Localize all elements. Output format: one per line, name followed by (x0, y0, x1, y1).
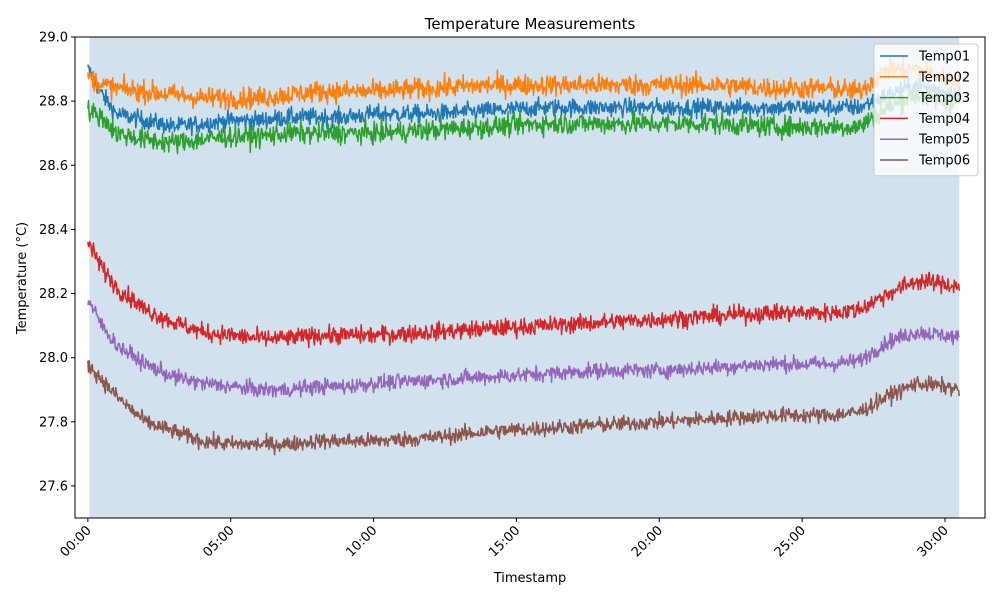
y-tick-label: 28.4 (39, 223, 68, 238)
series-line-temp05 (87, 300, 960, 398)
y-tick-label: 28.2 (39, 287, 68, 302)
x-tick-label: 25:00 (772, 523, 809, 560)
legend-label: Temp03 (918, 91, 970, 106)
y-tick-label: 28.8 (39, 95, 68, 110)
x-tick-label: 00:00 (58, 523, 95, 560)
y-axis: 27.6 27.8 28.0 28.2 28.4 28.6 28.8 29.0 (39, 31, 75, 494)
legend: Temp01 Temp02 Temp03 Temp04 Temp05 Temp06 (873, 43, 979, 177)
legend-label: Temp04 (918, 112, 970, 127)
legend-label: Temp06 (918, 154, 970, 169)
x-axis-label: Timestamp (493, 571, 567, 586)
legend-label: Temp01 (918, 50, 970, 65)
legend-label: Temp02 (918, 70, 970, 85)
y-tick-label: 29.0 (39, 31, 68, 46)
x-tick-label: 10:00 (343, 523, 380, 560)
x-tick-label: 20:00 (629, 523, 666, 560)
x-tick-label: 30:00 (915, 523, 952, 560)
plot-frame (74, 36, 986, 519)
y-axis-label: Temperature (°C) (15, 222, 30, 335)
series-line-temp03 (87, 84, 961, 155)
y-tick-label: 28.0 (39, 351, 68, 366)
y-tick-label: 27.6 (39, 479, 68, 494)
series-line-temp04 (87, 241, 961, 349)
plot-area (74, 36, 986, 519)
legend-label: Temp05 (918, 133, 970, 148)
series-line-temp06 (87, 360, 961, 456)
x-tick-label: 05:00 (200, 523, 237, 560)
series-line-temp01 (87, 64, 961, 137)
y-tick-label: 28.6 (39, 159, 68, 174)
chart-title: Temperature Measurements (424, 15, 636, 33)
y-tick-label: 27.8 (39, 415, 68, 430)
series-line-temp02 (87, 54, 961, 111)
x-axis: 00:00 05:00 10:00 15:00 20:00 25:00 30:00 (58, 518, 952, 560)
x-tick-label: 15:00 (486, 523, 523, 560)
